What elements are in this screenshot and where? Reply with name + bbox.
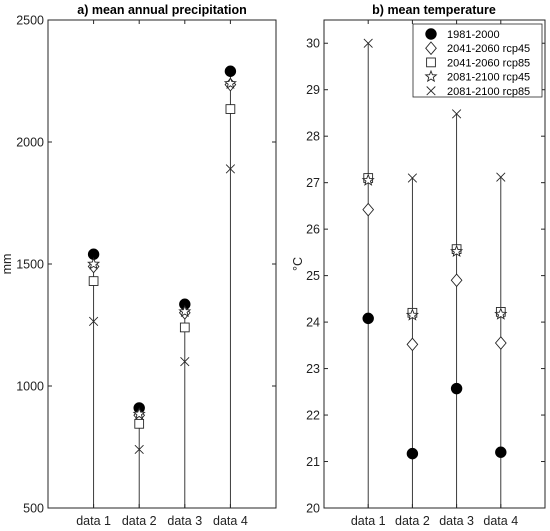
temp-ytick-label: 28	[306, 130, 320, 144]
precip-point-2041-2060-rcp85-data-2	[134, 418, 145, 429]
legend-entry-2041-2060-rcp85: 2041-2060 rcp85	[426, 57, 530, 69]
temp-point-2081-2100-rcp45-data-3	[450, 244, 464, 257]
y-axis-label-temperature: °C	[291, 257, 305, 271]
plot-area-temperature	[323, 19, 546, 509]
temp-xtick-label-data-3: data 3	[439, 514, 474, 528]
panel-temperature: b) mean temperature °C 20212223242526272…	[291, 3, 546, 528]
temp-xtick-label-data-2: data 2	[395, 514, 430, 528]
legend-entry-2081-2100-rcp45: 2081-2100 rcp45	[424, 69, 530, 84]
chart-title-temperature: b) mean temperature	[372, 3, 496, 17]
temp-ytick-label: 21	[306, 455, 320, 469]
legend: 1981-2000 2041-2060 rcp45 2041-2060 rcp85 2…	[412, 23, 543, 98]
chart-title-precipitation: a) mean annual precipitation	[77, 3, 246, 17]
precip-ytick-label: 2000	[16, 136, 44, 150]
temp-ytick-label: 24	[306, 316, 320, 330]
temp-ytick-label: 29	[306, 83, 320, 97]
temp-point-1981-2000-data-1	[362, 312, 374, 325]
legend-marker-2081-2100-rcp45	[424, 69, 438, 83]
temp-point-2081-2100-rcp45-data-1	[361, 173, 375, 186]
precip-point-2081-2100-rcp45-data-2	[132, 407, 146, 420]
temp-point-2081-2100-rcp45-data-2	[405, 308, 419, 321]
y-axis-label-precipitation: mm	[0, 254, 14, 275]
temp-point-2041-2060-rcp45-data-3	[450, 273, 463, 288]
legend-label-2081-2100-rcp45: 2081-2100 rcp45	[447, 72, 530, 84]
temp-ytick-label: 30	[306, 37, 320, 51]
temp-point-1981-2000-data-3	[450, 382, 463, 395]
legend-label-2041-2060-rcp85: 2041-2060 rcp85	[447, 57, 530, 69]
x-ticks-temperature: data 1 data 2 data 3 data 4	[351, 20, 518, 528]
legend-marker-2041-2060-rcp45	[425, 41, 437, 56]
precip-xtick-label-data-4: data 4	[213, 514, 248, 528]
legend-marker-2041-2060-rcp85	[426, 57, 436, 68]
precip-ytick-label: 500	[23, 502, 44, 516]
legend-label-2041-2060-rcp45: 2041-2060 rcp45	[447, 43, 530, 55]
legend-marker-1981-2000	[425, 28, 437, 40]
temp-ytick-label: 23	[306, 362, 320, 376]
precip-point-2081-2100-rcp85-data-2	[134, 444, 144, 455]
temp-point-2081-2100-rcp85-data-2	[407, 173, 418, 183]
legend-items: 1981-2000 2041-2060 rcp45 2041-2060 rcp85 2…	[424, 28, 530, 98]
temp-point-2081-2100-rcp85-data-1	[363, 38, 373, 48]
precip-point-2041-2060-rcp85-data-4	[225, 104, 236, 114]
precip-xtick-label-data-2: data 2	[122, 514, 157, 528]
temp-point-2041-2060-rcp45-data-2	[406, 337, 419, 352]
precip-point-2041-2060-rcp85-data-3	[179, 322, 190, 333]
y-ticks-precipitation: 500 1000 1500 2000 2500	[16, 14, 276, 516]
markers-precipitation	[87, 65, 237, 455]
temp-point-1981-2000-data-2	[406, 447, 419, 460]
temp-ytick-label: 25	[306, 269, 320, 283]
temp-point-1981-2000-data-4	[495, 446, 507, 458]
precip-point-2081-2100-rcp45-data-1	[87, 257, 101, 270]
temp-ytick-label: 22	[306, 409, 320, 423]
legend-entry-1981-2000: 1981-2000	[425, 28, 500, 41]
y-ticks-temperature: 20 21 22 23 24 25 26 27 28 29 30	[306, 37, 545, 516]
precip-point-2041-2060-rcp85-data-1	[88, 276, 99, 286]
temp-point-2081-2100-rcp85-data-4	[496, 172, 506, 182]
precip-ytick-label: 1000	[16, 380, 44, 394]
temp-ytick-label: 20	[306, 502, 320, 516]
legend-label-2081-2100-rcp85: 2081-2100 rcp85	[447, 86, 530, 98]
precip-xtick-label-data-3: data 3	[167, 514, 202, 528]
precip-point-2081-2100-rcp45-data-4	[223, 76, 237, 89]
temp-point-2041-2060-rcp45-data-4	[494, 336, 507, 350]
temp-point-2041-2060-rcp45-data-1	[362, 202, 375, 217]
legend-entry-2041-2060-rcp45: 2041-2060 rcp45	[425, 41, 530, 56]
markers-temperature	[361, 38, 508, 460]
temp-ytick-label: 27	[306, 176, 320, 190]
precip-point-2081-2100-rcp85-data-4	[225, 164, 236, 174]
temp-ytick-label: 26	[306, 223, 320, 237]
precip-ytick-label: 1500	[16, 258, 44, 272]
panel-precipitation: a) mean annual precipitation mm 500 1000 1…	[0, 3, 277, 528]
precip-point-2081-2100-rcp85-data-1	[88, 316, 99, 326]
plot-area-precipitation	[47, 19, 277, 509]
temp-xtick-label-data-1: data 1	[351, 514, 386, 528]
temp-point-2081-2100-rcp85-data-3	[451, 109, 462, 119]
precip-xtick-label-data-1: data 1	[76, 514, 111, 528]
legend-marker-2081-2100-rcp85	[426, 86, 436, 96]
precip-ytick-label: 2500	[16, 14, 44, 28]
temp-xtick-label-data-4: data 4	[483, 514, 518, 528]
precip-point-1981-2000-data-4	[224, 65, 237, 77]
precip-point-2081-2100-rcp85-data-3	[180, 356, 190, 367]
precip-point-2081-2100-rcp45-data-3	[178, 304, 192, 318]
legend-entry-2081-2100-rcp85: 2081-2100 rcp85	[426, 86, 530, 98]
temp-point-2081-2100-rcp45-data-4	[494, 307, 508, 320]
legend-label-1981-2000: 1981-2000	[447, 29, 500, 41]
